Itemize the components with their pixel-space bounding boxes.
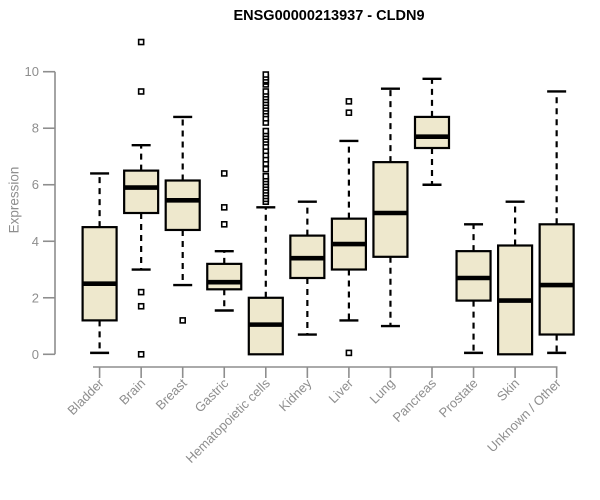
outlier-point — [220, 221, 228, 228]
x-tick-label: Unknown / Other — [484, 375, 564, 455]
box-kidney — [289, 200, 326, 336]
x-tick-label: Pancreas — [390, 375, 440, 425]
outlier-point — [137, 88, 145, 95]
y-axis: 0 2 4 6 8 10 — [25, 64, 56, 362]
outlier-point — [262, 71, 270, 78]
box-lung — [372, 87, 409, 328]
box-hematopoietic-cells — [247, 71, 284, 356]
outlier-point — [345, 349, 353, 357]
outlier-point — [262, 172, 270, 180]
outlier-point — [262, 88, 270, 95]
box-brain — [123, 38, 160, 358]
iqr-box — [372, 161, 409, 258]
x-tick-label: Gastric — [192, 375, 232, 415]
x-tick-label: Lung — [367, 376, 398, 407]
chart-title: ENSG00000213937 - CLDN9 — [233, 8, 425, 24]
box-breast — [164, 115, 201, 324]
y-tick-label: 0 — [32, 347, 39, 362]
x-tick-label: Brain — [116, 376, 148, 408]
y-tick-label: 8 — [32, 121, 39, 136]
iqr-box — [206, 262, 243, 291]
box-liver — [330, 98, 367, 357]
iqr-box — [123, 169, 160, 215]
outlier-point — [220, 170, 228, 177]
y-tick-label: 10 — [25, 64, 39, 79]
x-tick-label: Bladder — [64, 375, 107, 418]
y-tick-label: 6 — [32, 177, 39, 192]
outlier-point — [345, 98, 353, 105]
outlier-point — [137, 302, 145, 310]
box-pancreas — [413, 77, 451, 186]
iqr-box — [413, 115, 451, 150]
box-bladder — [81, 172, 118, 355]
y-tick-label: 4 — [32, 234, 39, 249]
x-tick-label: Breast — [153, 375, 190, 412]
box-prostate — [455, 223, 492, 355]
box-skin — [497, 200, 534, 356]
box-unknown-other — [538, 90, 575, 355]
outlier-point — [137, 350, 145, 358]
iqr-box — [164, 179, 201, 232]
outlier-point — [220, 204, 228, 211]
y-tick-label: 2 — [32, 290, 39, 305]
x-tick-label: Skin — [494, 376, 522, 404]
outlier-point — [137, 38, 145, 46]
outlier-point — [137, 288, 145, 296]
box-gastric — [206, 170, 243, 312]
iqr-box — [538, 223, 575, 336]
x-tick-label: Kidney — [276, 375, 315, 414]
outlier-point — [179, 317, 186, 324]
outlier-point — [345, 109, 353, 116]
iqr-box — [81, 226, 118, 322]
outlier-point — [262, 165, 270, 173]
outlier-point — [262, 127, 270, 135]
x-tick-label: Prostate — [436, 376, 481, 421]
x-tick-label: Liver — [325, 375, 356, 406]
